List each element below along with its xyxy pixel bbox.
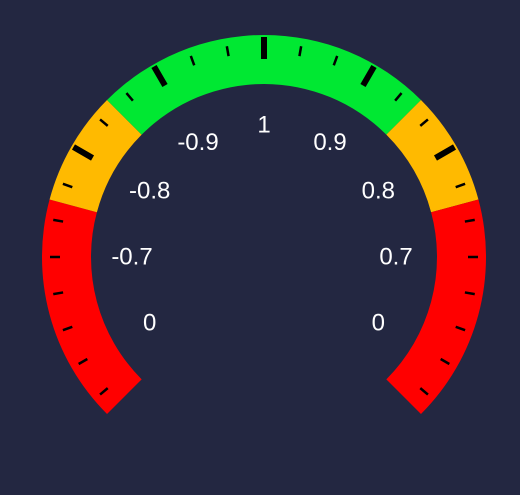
gauge-band-low-right xyxy=(386,199,487,414)
gauge-tick-label: -0.7 xyxy=(111,244,152,271)
gauge-minor-tick xyxy=(125,92,134,102)
gauge-minor-tick xyxy=(419,387,429,396)
gauge-minor-tick xyxy=(332,55,339,66)
gauge-minor-tick xyxy=(78,357,88,366)
gauge-major-tick xyxy=(360,64,377,88)
gauge-minor-tick xyxy=(53,218,64,223)
gauge-minor-tick xyxy=(62,325,73,332)
gauge-band-mid-left xyxy=(49,100,142,213)
gauge-minor-tick xyxy=(189,55,196,66)
gauge-minor-tick xyxy=(225,46,230,57)
gauge-minor-tick xyxy=(455,182,466,189)
gauge-minor-tick xyxy=(440,357,450,366)
gauge-minor-tick xyxy=(62,182,73,189)
gauge-minor-tick xyxy=(53,291,64,296)
gauge-minor-tick xyxy=(419,118,429,127)
gauge-band-high xyxy=(107,35,421,135)
gauge-band-low-left xyxy=(41,199,142,414)
gauge-tick-label: 0.8 xyxy=(362,178,395,205)
gauge-major-tick xyxy=(151,64,168,88)
gauge-minor-tick xyxy=(464,218,475,223)
gauge-tick-label: 0.9 xyxy=(313,129,346,156)
gauge-ticks xyxy=(50,37,478,396)
gauge-minor-tick xyxy=(455,325,466,332)
gauge-minor-tick xyxy=(464,291,475,296)
gauge-minor-tick xyxy=(298,46,303,57)
gauge-minor-tick xyxy=(99,387,109,396)
gauge-tick-label: -0.9 xyxy=(177,129,218,156)
gauge-major-tick xyxy=(71,144,95,161)
gauge-band-mid-right xyxy=(386,100,479,213)
gauge-tick-label: -0.8 xyxy=(129,178,170,205)
gauge-minor-tick xyxy=(394,92,403,102)
gauge-minor-tick xyxy=(99,118,109,127)
gauge-bands xyxy=(41,35,487,414)
gauge-tick-label: 0 xyxy=(372,310,385,337)
gauge-major-tick xyxy=(433,144,457,161)
gauge-labels: 0 -0.7 -0.8 -0.9 1 0.9 0.8 0.7 0 xyxy=(111,112,412,337)
gauge-tick-label: 1 xyxy=(257,112,270,139)
gauge-tick-label: 0 xyxy=(143,310,156,337)
gauge-tick-label: 0.7 xyxy=(379,244,412,271)
